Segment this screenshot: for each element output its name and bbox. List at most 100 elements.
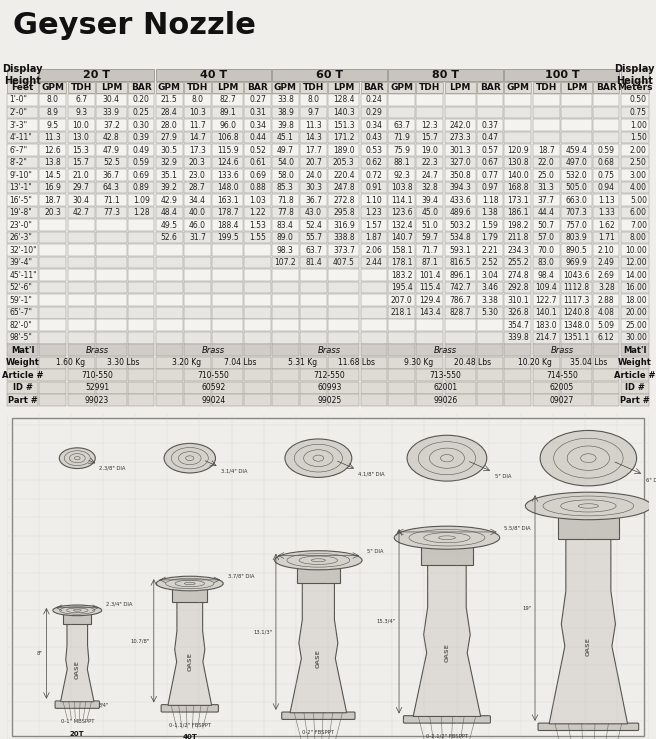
Bar (504, 319, 531, 331)
Text: 1351.1: 1351.1 (563, 333, 590, 342)
Text: 71.7: 71.7 (421, 245, 438, 254)
Text: 35.04 Lbs: 35.04 Lbs (570, 358, 607, 367)
Bar (7, 157, 38, 168)
Bar (477, 169, 503, 181)
Bar (184, 332, 211, 344)
Text: Mat'l: Mat'l (11, 346, 35, 355)
Bar (184, 344, 211, 356)
Bar (445, 307, 476, 319)
Text: 70.0: 70.0 (538, 245, 554, 254)
Bar (128, 144, 154, 156)
Bar (561, 157, 592, 168)
Bar (300, 319, 327, 331)
Circle shape (407, 435, 487, 481)
Text: 0.69: 0.69 (249, 171, 266, 180)
Bar (184, 382, 211, 394)
Text: 10.00: 10.00 (625, 245, 647, 254)
Bar (504, 332, 531, 344)
Text: 17.3: 17.3 (189, 146, 206, 154)
Text: 40.0: 40.0 (189, 208, 206, 217)
Text: 8'-2": 8'-2" (9, 158, 27, 167)
Bar (155, 157, 182, 168)
Bar (7, 219, 38, 231)
Bar (388, 194, 415, 206)
Text: 0.89: 0.89 (133, 183, 150, 192)
Bar (39, 344, 66, 356)
Bar (417, 256, 443, 268)
Text: BAR: BAR (131, 83, 152, 92)
Text: GPM: GPM (157, 83, 180, 92)
Bar (417, 194, 443, 206)
Bar (155, 94, 182, 106)
Bar (212, 370, 243, 381)
Bar (388, 332, 415, 344)
Bar (128, 394, 154, 406)
Text: 19.0: 19.0 (421, 146, 438, 154)
Bar (417, 370, 443, 381)
Text: 168.8: 168.8 (507, 183, 529, 192)
Text: 28.4: 28.4 (161, 108, 178, 117)
Bar (504, 69, 619, 81)
Bar (212, 94, 243, 106)
Bar (68, 194, 94, 206)
Bar (388, 269, 415, 281)
Text: 48.4: 48.4 (161, 208, 178, 217)
Text: 11.68 Lbs: 11.68 Lbs (338, 358, 375, 367)
Bar (272, 256, 299, 268)
Bar (39, 269, 66, 281)
Bar (184, 132, 211, 143)
Text: 8.0: 8.0 (308, 95, 319, 104)
Bar (593, 207, 619, 219)
Text: 3.1/4" DIA: 3.1/4" DIA (220, 469, 247, 474)
Text: 0.44: 0.44 (249, 133, 266, 142)
Text: 757.0: 757.0 (565, 220, 587, 230)
Bar (621, 69, 649, 81)
Text: 786.7: 786.7 (449, 296, 471, 304)
Text: 2.88: 2.88 (598, 296, 615, 304)
Text: 21.0: 21.0 (73, 171, 89, 180)
Text: 22.3: 22.3 (422, 158, 438, 167)
Bar (361, 370, 387, 381)
Text: 107.2: 107.2 (275, 258, 297, 267)
Bar (593, 157, 619, 168)
Text: 0.49: 0.49 (133, 146, 150, 154)
Bar (593, 194, 619, 206)
Bar (128, 244, 154, 256)
Bar (504, 182, 531, 194)
Text: 339.8: 339.8 (507, 333, 529, 342)
Bar (561, 269, 592, 281)
Bar (417, 81, 443, 93)
Text: 710-550: 710-550 (197, 371, 229, 380)
Text: 0.50: 0.50 (630, 95, 647, 104)
Bar (96, 256, 127, 268)
Text: 52.6: 52.6 (161, 233, 178, 242)
Bar (68, 319, 94, 331)
Bar (212, 182, 243, 194)
Text: 14.5: 14.5 (45, 171, 62, 180)
Text: 33.8: 33.8 (277, 95, 294, 104)
Text: 2.3/4" DIA: 2.3/4" DIA (106, 602, 133, 606)
Text: 28.0: 28.0 (161, 120, 178, 129)
Bar (621, 269, 649, 281)
Text: 99023: 99023 (85, 395, 109, 405)
Bar (445, 269, 476, 281)
Bar (329, 182, 359, 194)
Text: LPM: LPM (449, 83, 471, 92)
Bar (155, 106, 182, 118)
Bar (417, 294, 443, 306)
Text: 92.3: 92.3 (393, 171, 410, 180)
Text: 58.0: 58.0 (277, 171, 294, 180)
Bar (417, 307, 443, 319)
Text: 14.00: 14.00 (625, 270, 647, 279)
Text: 6.12: 6.12 (598, 333, 615, 342)
Bar (477, 182, 503, 194)
Bar (39, 132, 66, 143)
Bar (7, 256, 38, 268)
Bar (445, 169, 476, 181)
Text: 13.1/3": 13.1/3" (253, 629, 272, 634)
Bar (561, 307, 592, 319)
Text: 0.47: 0.47 (482, 133, 499, 142)
Text: 18.00: 18.00 (625, 296, 647, 304)
Bar (300, 344, 327, 356)
Bar (361, 207, 387, 219)
